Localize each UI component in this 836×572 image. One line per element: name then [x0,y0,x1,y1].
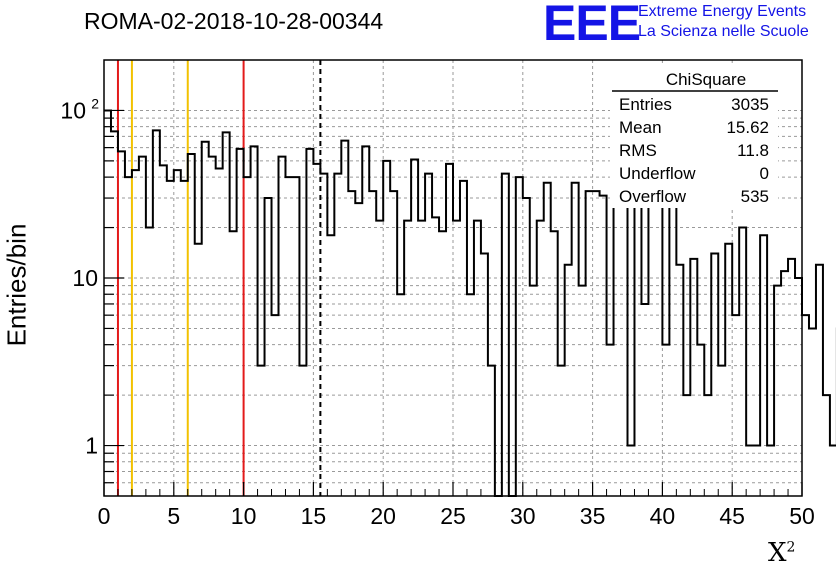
eee-logo: EEE [543,0,641,51]
stats-rows: Entries 3035 Mean 15.62 RMS 11.8 Underflow 0 Ove… [619,95,769,206]
y-tick-label-exponent: 2 [91,95,99,111]
x-tick-label: 25 [440,503,466,529]
stats-row-value: 3035 [731,95,769,114]
stats-box-background [610,66,778,208]
logo-line-2: La Scienza nelle Scuole [638,23,809,40]
x-tick-label: 40 [650,503,676,529]
chart-title: ROMA-02-2018-10-28-00344 [84,8,384,34]
stats-name: ChiSquare [666,70,746,89]
x-tick-label: 0 [98,503,111,529]
y-tick-label: 1 [85,433,98,459]
logo-line-1: Extreme Energy Events [638,3,807,20]
x-tick-label: 50 [789,503,815,529]
x-axis-label: X2 [768,538,796,568]
x-tick-label: 15 [301,503,327,529]
stats-row-label: RMS [619,141,657,160]
stats-row-label: Underflow [619,164,696,183]
x-tick-label: 30 [510,503,536,529]
stats-row-value: 0 [760,164,769,183]
stats-row-label: Overflow [619,187,687,206]
stats-row-label: Entries [619,95,672,114]
y-tick-label: 10 [72,265,98,291]
y-tick-label: 10 [60,97,86,123]
x-tick-label: 35 [580,503,606,529]
x-tick-label: 20 [370,503,396,529]
stats-row-value: 15.62 [726,118,769,137]
x-tick-label: 10 [231,503,257,529]
x-tick-label: 5 [167,503,180,529]
stats-box: ChiSquare Entries 3035 Mean 15.62 RMS 11.8 Und… [610,66,778,208]
stats-row-value: 535 [741,187,769,206]
x-tick-label: 45 [719,503,745,529]
axis-ticks [103,109,803,496]
stats-row-value: 11.8 [737,141,769,160]
histogram-outline [104,109,836,497]
stats-row-label: Mean [619,118,662,137]
